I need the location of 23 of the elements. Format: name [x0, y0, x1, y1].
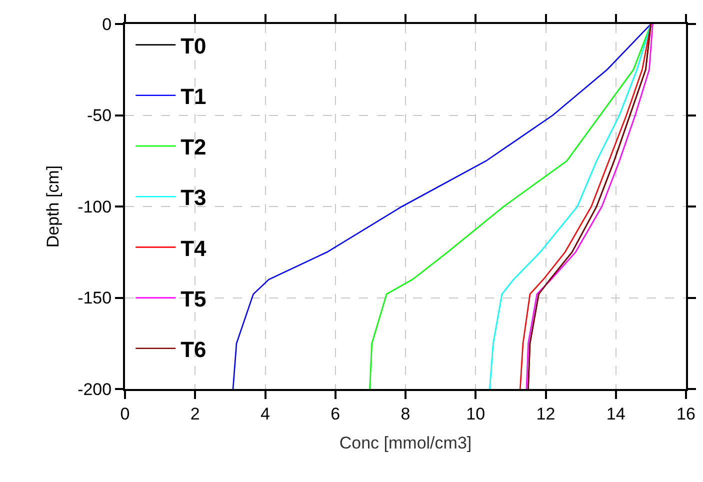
y-tick-label: -200 — [78, 380, 112, 399]
legend-label: T1 — [180, 84, 206, 109]
legend-label: T5 — [180, 286, 206, 312]
legend-label: T2 — [180, 134, 206, 160]
x-tick-label: 16 — [676, 404, 696, 424]
legend-label: T6 — [180, 336, 206, 362]
x-tick-label: 8 — [400, 404, 410, 424]
legend-label: T4 — [180, 236, 208, 261]
y-tick-label: -150 — [78, 288, 112, 308]
x-tick-label: 12 — [536, 404, 556, 424]
x-tick-label: 2 — [190, 404, 200, 424]
x-tick-label: 0 — [120, 404, 130, 424]
legend-label: T3 — [180, 185, 206, 210]
x-tick-label: 6 — [330, 404, 340, 424]
y-axis-title: Depth [cm] — [44, 165, 63, 248]
x-tick-label: 4 — [260, 404, 270, 424]
y-tick-label: -100 — [78, 197, 112, 216]
x-tick-label: 10 — [466, 404, 486, 424]
y-tick-label: 0 — [102, 14, 112, 34]
x-tick-label: 14 — [606, 404, 626, 424]
y-tick-label: -50 — [87, 106, 112, 126]
legend-label: T0 — [180, 33, 206, 58]
x-axis-title: Conc [mmol/cm3] — [339, 433, 472, 452]
